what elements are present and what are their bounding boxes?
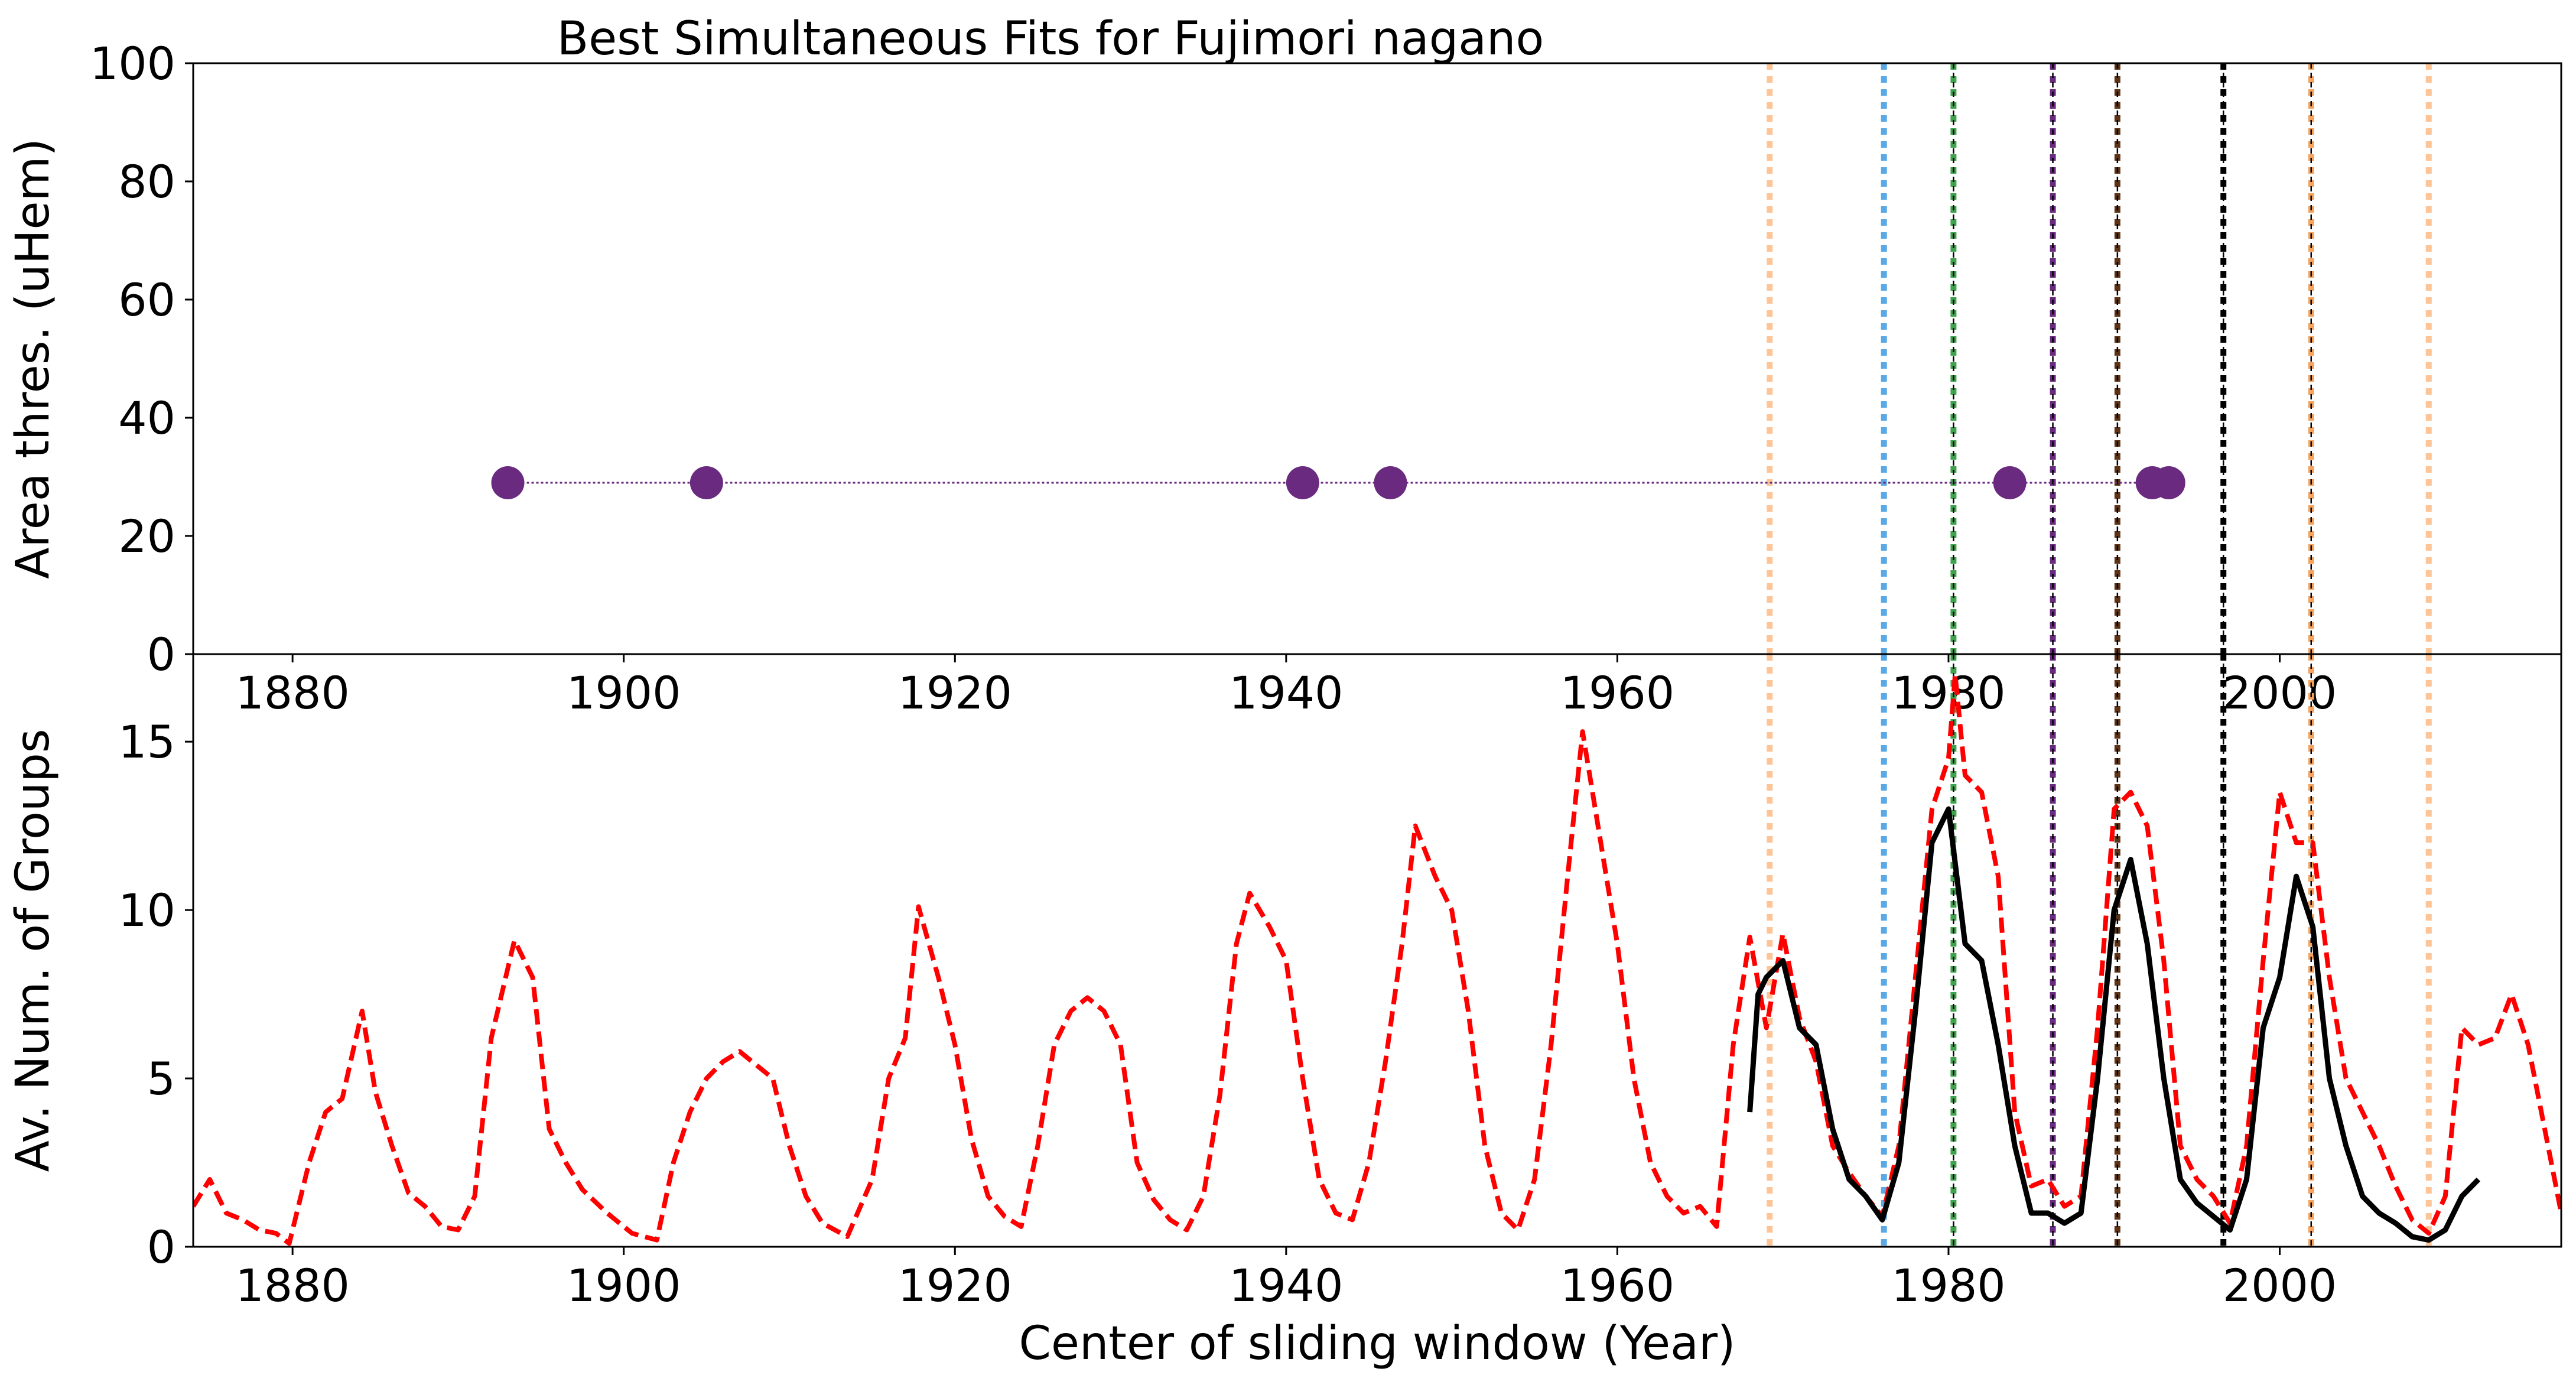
chart-title: Best Simultaneous Fits for Fujimori naga… bbox=[557, 12, 1544, 66]
top-xtick-label-0: 1880 bbox=[235, 667, 349, 719]
bottom-xtick-label-0: 1880 bbox=[235, 1259, 349, 1312]
bottom-axes-frame bbox=[192, 653, 2562, 1248]
top-ylabel: Area thres. (uHem) bbox=[6, 138, 60, 579]
bottom-ytick-label-3: 15 bbox=[118, 716, 175, 768]
series-0-line bbox=[193, 672, 2561, 1246]
top-ytick-label-1: 20 bbox=[118, 510, 175, 563]
data-point-6 bbox=[2152, 466, 2185, 499]
bottom-xtick-label-5: 1980 bbox=[1891, 1259, 2005, 1312]
data-point-1 bbox=[689, 466, 723, 499]
series-1-line bbox=[1747, 806, 2481, 1243]
data-point-3 bbox=[1374, 466, 1407, 499]
bottom-xtick-label-1: 1900 bbox=[567, 1259, 681, 1312]
top-xtick-label-2: 1920 bbox=[898, 667, 1012, 719]
bottom-ytick-label-1: 5 bbox=[147, 1052, 175, 1105]
bottom-ylabel: Av. Num. of Groups bbox=[6, 729, 60, 1172]
bottom-xtick-label-2: 1920 bbox=[898, 1259, 1012, 1312]
top-xtick-label-5: 1980 bbox=[1891, 667, 2005, 719]
top-xtick-label-6: 2000 bbox=[2223, 667, 2337, 719]
top-xtick-label-1: 1900 bbox=[567, 667, 681, 719]
bottom-ytick-label-0: 0 bbox=[147, 1221, 175, 1273]
bottom-panel: 1880 1900 1920 1940 1960 1980 2000 0 5 10 15 Av. Nu… bbox=[6, 653, 2562, 1370]
data-point-4 bbox=[1993, 466, 2027, 499]
top-ytick-label-0: 0 bbox=[147, 628, 175, 681]
bottom-xtick-label-6: 2000 bbox=[2223, 1259, 2337, 1312]
data-point-2 bbox=[1286, 466, 1319, 499]
top-xtick-label-4: 1960 bbox=[1560, 667, 1674, 719]
bottom-ytick-label-2: 10 bbox=[118, 884, 175, 937]
top-panel: 1880 1900 1920 1940 1960 1980 2000 0 20 40 60 80 100… bbox=[6, 37, 2562, 719]
top-ytick-label-5: 100 bbox=[90, 37, 175, 90]
top-ytick-label-2: 40 bbox=[118, 392, 175, 444]
top-ytick-label-3: 60 bbox=[118, 274, 175, 326]
bottom-xtick-label-3: 1940 bbox=[1229, 1259, 1343, 1312]
top-plot-area bbox=[491, 63, 2432, 654]
top-xtick-label-3: 1940 bbox=[1229, 667, 1343, 719]
bottom-xlabel: Center of sliding window (Year) bbox=[1019, 1317, 1736, 1370]
data-point-0 bbox=[491, 466, 525, 499]
bottom-xtick-label-4: 1960 bbox=[1560, 1259, 1674, 1312]
top-ytick-label-4: 80 bbox=[118, 155, 175, 208]
bottom-plot-area bbox=[193, 654, 2561, 1247]
